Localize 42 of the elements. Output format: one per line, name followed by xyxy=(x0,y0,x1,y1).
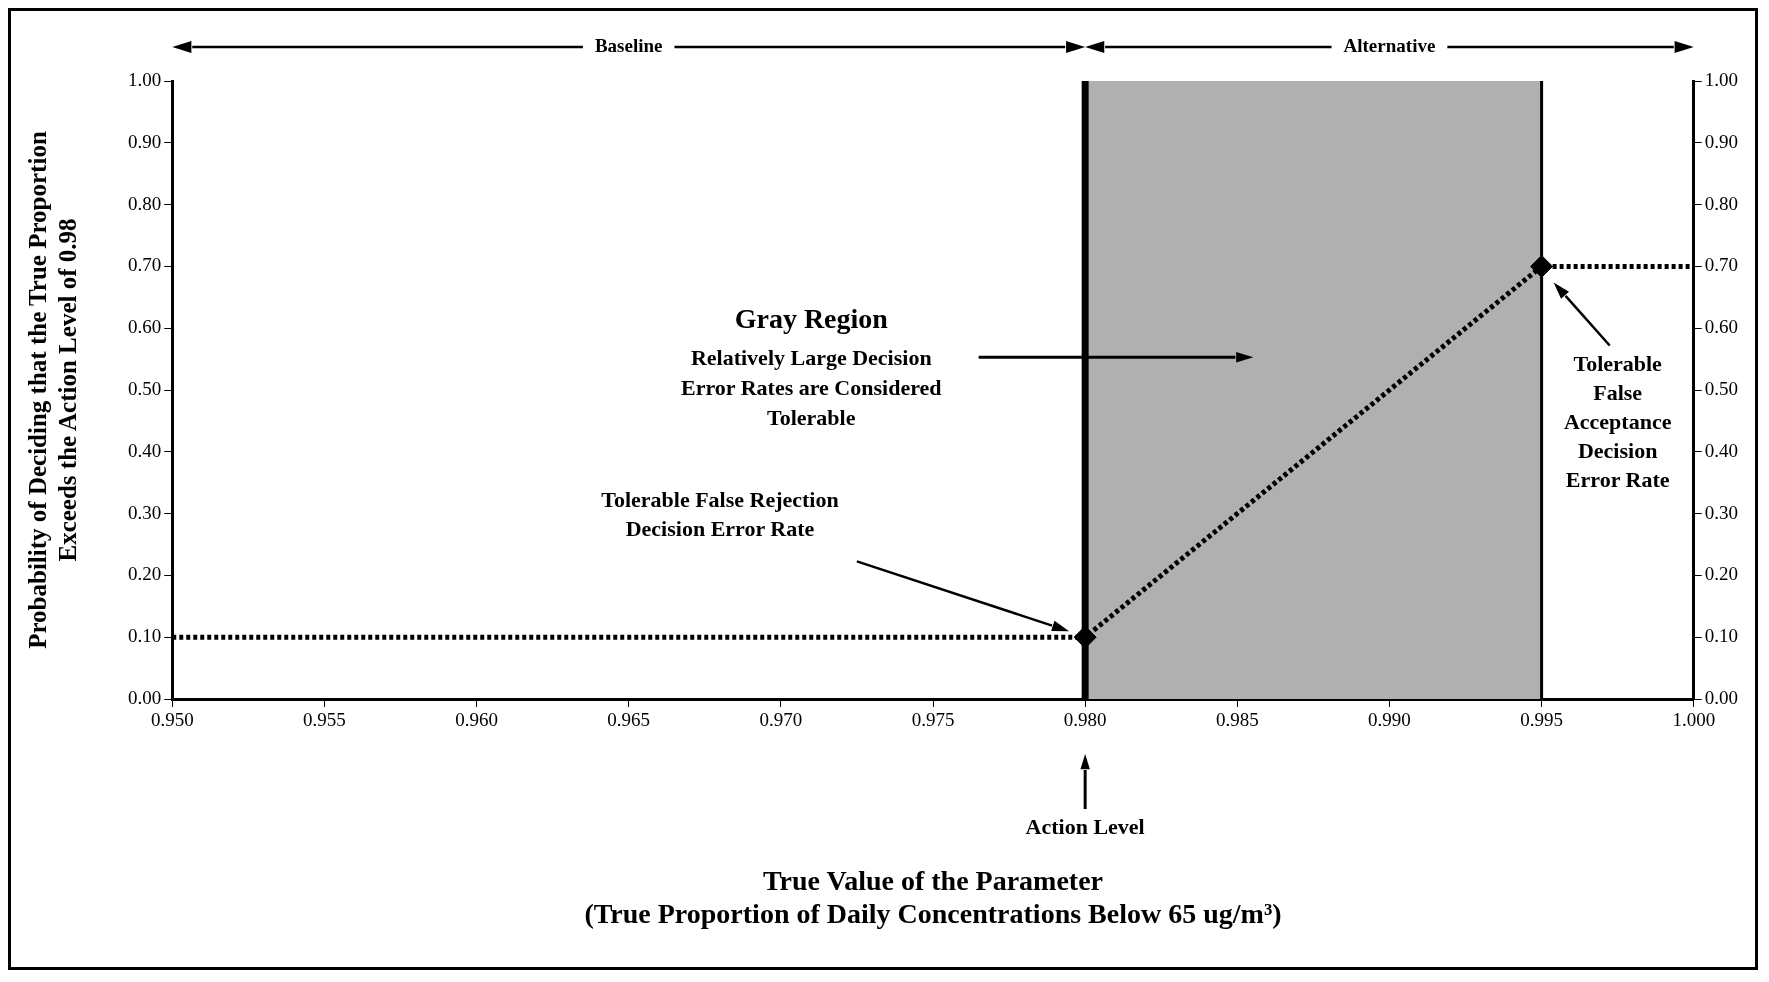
x-axis-title: True Value of the Parameter (True Proportion of Daily Concentrations Below 65 ug/m³) xyxy=(584,864,1282,930)
y2-tick-label: 0.40 xyxy=(1704,439,1738,461)
y2-tick-label: 0.50 xyxy=(1704,377,1738,399)
y2-tick-label: 0.00 xyxy=(1704,686,1738,708)
y2-tick-label: 0.60 xyxy=(1704,316,1738,338)
x-tick-label: 0.965 xyxy=(607,709,651,731)
y-tick-label: 0.90 xyxy=(128,130,162,152)
annotation: Tolerable False Acceptance Decision Error Rate xyxy=(1563,351,1672,493)
y-tick-label: 0.80 xyxy=(128,192,162,214)
y-tick-label: 0.20 xyxy=(128,563,162,585)
annotation: Tolerable False Rejection Decision Error Rate xyxy=(601,487,839,542)
ref-line-label: Action Level xyxy=(1025,813,1145,839)
x-tick-label: 0.970 xyxy=(759,709,803,731)
y2-tick-label: 1.00 xyxy=(1704,68,1738,90)
x-tick-label: 0.995 xyxy=(1520,709,1563,731)
y-tick-label: 0.40 xyxy=(128,439,162,461)
y-tick-label: 0.00 xyxy=(128,686,162,708)
x-tick-label: 0.985 xyxy=(1215,709,1259,731)
x-tick-label: 0.975 xyxy=(911,709,955,731)
annotation: Gray Region xyxy=(734,303,889,335)
y-tick-label: 1.00 xyxy=(128,68,162,90)
y2-tick-label: 0.80 xyxy=(1704,192,1738,214)
text: Baseline xyxy=(594,34,663,56)
y2-tick-label: 0.70 xyxy=(1704,254,1738,276)
x-tick-label: 0.960 xyxy=(455,709,498,731)
y-tick-label: 0.70 xyxy=(128,254,162,276)
x-tick-label: 0.950 xyxy=(150,709,194,731)
y-tick-label: 0.60 xyxy=(128,316,162,338)
y-tick-label: 0.50 xyxy=(128,377,162,399)
x-tick-label: 0.955 xyxy=(303,709,346,731)
y2-tick-label: 0.30 xyxy=(1704,501,1738,523)
y2-tick-label: 0.90 xyxy=(1704,130,1738,152)
y-tick-label: 0.30 xyxy=(128,501,162,523)
x-tick-label: 1.000 xyxy=(1672,709,1716,731)
annotation: Relatively Large Decision Error Rates are Considered Tolerable xyxy=(681,345,942,431)
y-axis-title: Probability of Deciding that the True Proportion Exceeds the Action Level of 0.98 xyxy=(24,131,82,649)
x-tick-label: 0.990 xyxy=(1368,709,1411,731)
text: Alternative xyxy=(1343,34,1436,56)
y-tick-label: 0.10 xyxy=(128,625,162,647)
y2-tick-label: 0.10 xyxy=(1704,625,1738,647)
y2-tick-label: 0.20 xyxy=(1704,563,1738,585)
x-tick-label: 0.980 xyxy=(1063,709,1107,731)
